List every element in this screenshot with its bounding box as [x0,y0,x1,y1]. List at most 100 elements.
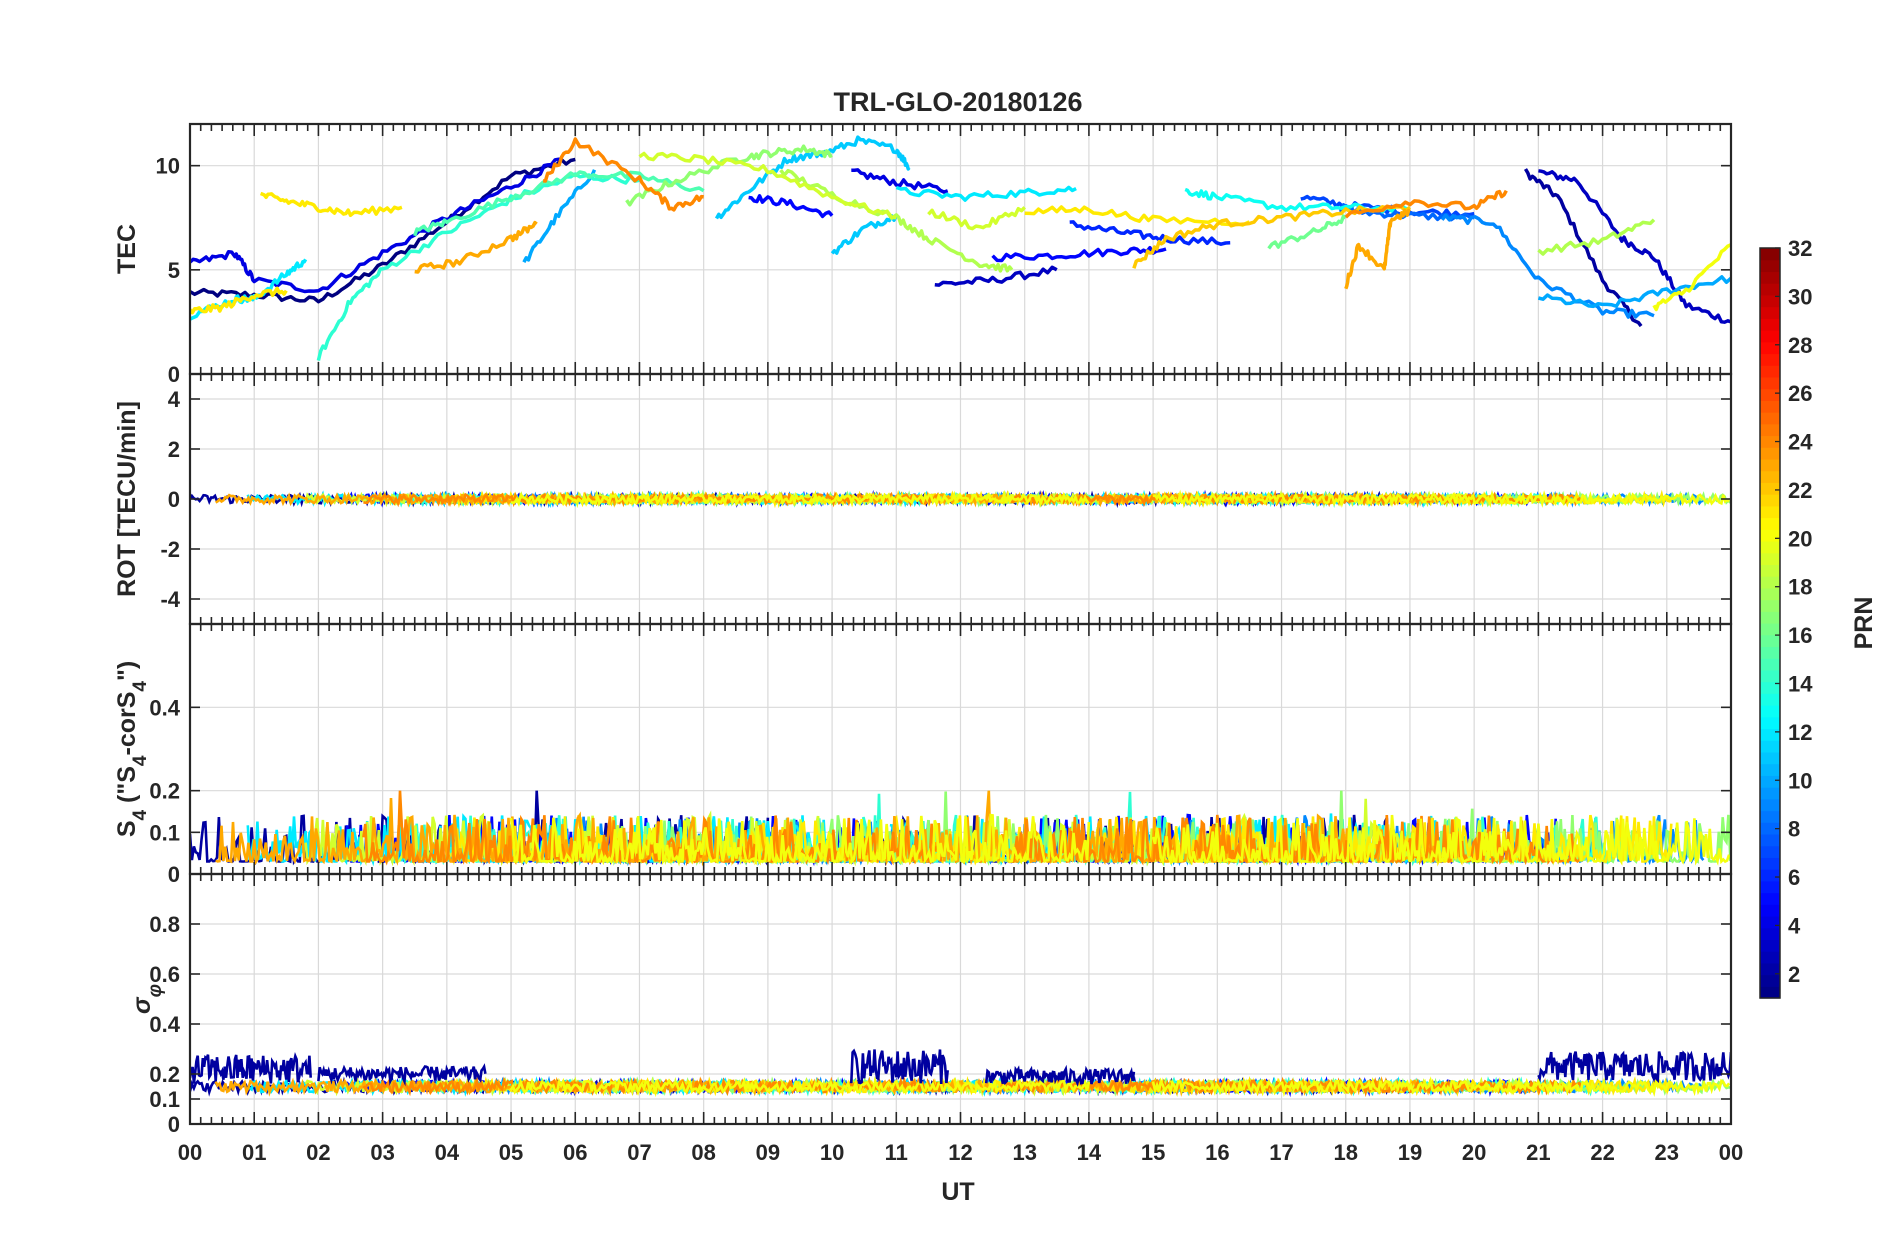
tec-y-axis-title: TEC [113,224,141,274]
colorbar-swatch [1760,810,1780,823]
series-line-prn-5 [991,245,1167,263]
x-tick-label: 19 [1398,1140,1422,1165]
colorbar-swatch [1760,564,1780,577]
colorbar-swatch [1760,599,1780,612]
series-trace-prn-20 [509,1075,1091,1098]
colorbar-swatch [1760,845,1780,858]
tec-data [190,135,1731,361]
sigma_phi-y-tick-label: 0.4 [149,1012,180,1037]
colorbar-swatch [1760,259,1780,273]
series-line-prn-20 [1652,243,1731,312]
colorbar-swatch [1760,330,1780,343]
colorbar-tick-label: 22 [1788,478,1812,503]
sigma_phi-data [190,1048,1731,1098]
series-line-prn-21 [190,286,288,315]
series-trace-prn-20 [510,489,1090,508]
sigma_phi-y-tick-label: 0.8 [149,912,180,937]
rot-y-tick-label: 2 [168,437,180,462]
x-tick-label: 03 [370,1140,394,1165]
series-line-prn-4 [190,157,563,294]
colorbar-swatch [1760,904,1780,917]
x-tick-label: 04 [435,1140,460,1165]
colorbar-swatch [1760,915,1780,929]
x-tick-label: 12 [948,1140,972,1165]
series-line-prn-4 [851,168,949,194]
colorbar-tick-label: 20 [1788,526,1812,551]
colorbar-swatch [1760,365,1780,378]
x-tick-label: 17 [1269,1140,1293,1165]
x-tick-label: 09 [756,1140,780,1165]
colorbar-swatch [1760,294,1780,308]
x-tick-label: 07 [627,1140,651,1165]
colorbar-label: PRN [1850,597,1878,650]
series-line-prn-11 [818,135,911,171]
s4-y-axis-title: S4 ("S4-corS4") [113,661,151,837]
x-tick-label: 13 [1012,1140,1036,1165]
colorbar-swatch [1760,376,1780,390]
colorbar-swatch [1760,540,1780,554]
colorbar-swatch [1760,822,1780,835]
x-tick-label: 06 [563,1140,587,1165]
colorbar-tick-label: 18 [1788,575,1812,600]
x-tick-label: 20 [1462,1140,1486,1165]
colorbar-swatch [1760,505,1780,519]
colorbar-swatch [1760,705,1780,718]
colorbar-tick-label: 14 [1788,671,1813,696]
x-tick-label: 05 [499,1140,523,1165]
series-line-prn-24 [1344,189,1508,219]
series-line-prn-11 [830,214,898,255]
series-trace-prn-2 [850,1048,949,1085]
tec-y-tick-label: 10 [156,154,180,179]
colorbar-swatch [1760,951,1780,964]
colorbar-tick-label: 24 [1788,430,1813,455]
colorbar-swatch [1760,283,1780,296]
colorbar-swatch [1760,576,1780,589]
colorbar-swatch [1760,248,1780,261]
x-tick-label: 11 [885,1140,908,1165]
series-line-prn-5 [748,194,834,219]
series-line-prn-6 [1069,220,1231,246]
series-line-prn-21 [1024,205,1251,227]
x-tick-label: 02 [306,1140,330,1165]
sigma_phi-y-tick-label: 0.1 [149,1087,180,1112]
tec-x-ticks [189,124,1732,375]
x-tick-label: 21 [1526,1140,1550,1165]
x-tick-label: 18 [1334,1140,1358,1165]
colorbar-tick-label: 16 [1788,623,1812,648]
x-tick-label: 08 [691,1140,715,1165]
colorbar-swatch [1760,388,1780,401]
series-line-prn-12 [895,185,1077,202]
colorbar-swatch [1760,306,1780,319]
sigma_phi-y-tick-label: 0.2 [149,1062,180,1087]
x-tick-label: 10 [820,1140,844,1165]
colorbar-swatch [1760,623,1780,636]
x-tick-label: 16 [1205,1140,1229,1165]
colorbar-swatch [1760,634,1780,648]
colorbar-swatch [1760,658,1780,671]
colorbar-swatch [1760,646,1780,659]
colorbar-swatch [1760,927,1780,941]
series-line-prn-21 [259,191,403,218]
series-trace-prn-2 [984,1064,1136,1087]
colorbar-swatch [1760,611,1780,624]
colorbar-swatch [1760,669,1780,683]
colorbar-swatch [1760,400,1780,413]
colorbar-swatch [1760,587,1780,601]
colorbar-swatch [1760,271,1780,284]
colorbar-swatch [1760,482,1780,495]
series-line-prn-19 [927,206,1026,231]
series-trace-prn-20 [1152,489,1730,508]
colorbar-swatch [1760,740,1780,753]
series-line-prn-18 [1537,218,1656,256]
series-trace-prn-2 [190,1051,312,1084]
sigma_phi-y-tick-label: 0.6 [149,962,180,987]
colorbar-swatch [1760,681,1780,694]
series-line-prn-10 [1537,275,1731,309]
colorbar-tick-label: 4 [1788,913,1801,938]
colorbar-swatch [1760,447,1780,460]
x-tick-label: 22 [1590,1140,1614,1165]
colorbar-swatch [1760,728,1780,741]
x-tick-label: 00 [178,1140,202,1165]
colorbar-swatch [1760,423,1780,437]
